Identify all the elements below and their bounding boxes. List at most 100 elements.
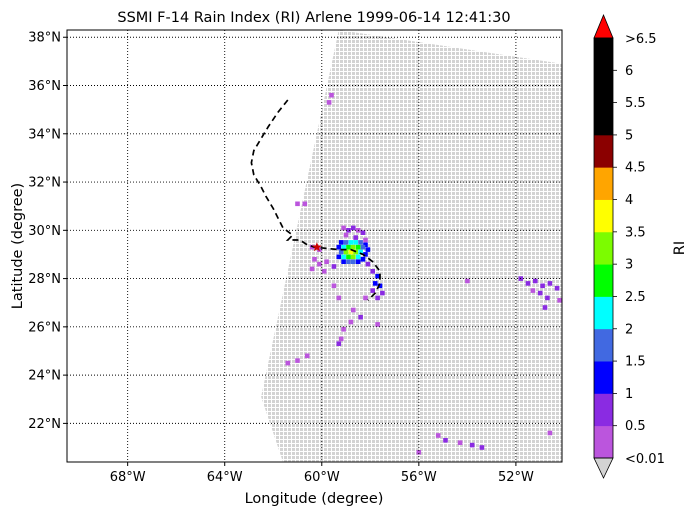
rain-pixel — [329, 92, 334, 98]
storm-center-marker — [312, 242, 322, 252]
colorbar-ticks: 0.5 1 1.5 2 2.5 3 3.5 4 4.5 5 5.5 6 — [613, 64, 646, 434]
rain-pixel — [341, 259, 346, 264]
rain-pixel — [326, 100, 332, 105]
rain-pixel — [336, 341, 342, 346]
rain-pixel — [557, 298, 562, 303]
colorbar-band — [594, 38, 613, 71]
colorbar-band — [594, 393, 613, 427]
rain-pixel — [358, 249, 363, 255]
longitude-ticks: 68°W 64°W 60°W 56°W 52°W — [110, 462, 534, 485]
map-frame — [66, 29, 563, 463]
rain-pixel — [312, 257, 317, 262]
plot-area: 68°W 64°W 60°W 56°W 52°W 22°N 24°N 26°N 28°N 30°… — [28, 29, 563, 485]
rain-pixel — [351, 259, 356, 264]
latitude-tick-label: 26°N — [28, 320, 61, 335]
rain-pixel — [360, 244, 366, 250]
y-axis-label: Latitude (degree) — [10, 183, 26, 309]
rain-pixel — [530, 288, 536, 293]
colorbar-over-arrow — [593, 13, 614, 39]
rain-pixel — [533, 278, 538, 284]
rain-pixel — [343, 240, 349, 245]
rain-pixel — [346, 254, 351, 260]
rain-pixel — [348, 319, 354, 325]
rain-pixel — [336, 295, 342, 301]
rain-pixel — [304, 353, 310, 359]
rain-pixel — [346, 244, 351, 250]
rain-pixel — [554, 285, 560, 291]
latitude-tick-label: 32°N — [28, 176, 61, 191]
latitude-ticks: 22°N 24°N 26°N 28°N 30°N 32°N 34°N 36°N 38°N — [28, 31, 67, 432]
rain-pixel — [537, 290, 543, 296]
rain-pixel — [469, 442, 475, 448]
rain-pixel — [479, 445, 485, 450]
latitude-tick-label: 36°N — [28, 79, 61, 94]
x-axis-label: Longitude (degree) — [245, 491, 384, 507]
rain-pixel — [465, 278, 470, 284]
rain-pixel — [343, 249, 349, 255]
colorbar-band — [594, 264, 613, 297]
satellite-swath — [261, 30, 562, 462]
rain-pixel — [457, 440, 463, 445]
rain-pixel — [365, 247, 371, 252]
latitude-tick-label: 28°N — [28, 272, 61, 287]
colorbar-tick-label: 1.5 — [625, 355, 646, 370]
colorbar-tick-label: 0.5 — [625, 419, 646, 434]
rain-pixel — [360, 257, 366, 262]
colorbar-band — [594, 361, 613, 394]
rain-pixel — [416, 450, 422, 455]
rain-pixel — [370, 269, 375, 274]
rain-pixel — [547, 281, 553, 286]
rain-pixel — [355, 244, 361, 250]
latitude-tick-label: 38°N — [28, 31, 61, 46]
rain-pixel — [321, 269, 327, 274]
longitude-tick-label: 60°W — [304, 470, 340, 485]
rain-pixel — [331, 264, 337, 269]
latitude-tick-label: 24°N — [28, 369, 61, 384]
rain-pixel — [365, 261, 371, 267]
latitude-tick-label: 34°N — [28, 127, 61, 142]
rain-pixel — [338, 240, 344, 245]
rain-pixel — [338, 336, 344, 342]
map-gridlines — [67, 30, 562, 462]
rain-pixel — [285, 360, 291, 366]
colorbar-band — [594, 328, 613, 362]
latitude-tick-label: 22°N — [28, 417, 61, 432]
rain-pixel — [324, 259, 329, 264]
rain-pixel — [375, 273, 380, 279]
colorbar-bands — [594, 38, 613, 459]
colorbar-tick-label: 5.5 — [625, 96, 646, 111]
rain-pixel — [363, 295, 368, 301]
rain-pixel — [343, 232, 349, 238]
rain-pixel — [348, 249, 354, 255]
colorbar-title: RI — [672, 241, 688, 255]
longitude-tick-label: 68°W — [110, 470, 146, 485]
rain-pixel — [336, 254, 342, 260]
rain-pixel — [336, 244, 342, 250]
rain-pixel — [353, 235, 358, 240]
colorbar-band — [594, 102, 613, 136]
rain-pixel — [295, 201, 300, 207]
rain-pixel — [341, 327, 346, 332]
colorbar-band — [594, 70, 613, 104]
rain-pixel — [351, 244, 356, 250]
colorbar-tick-label: 6 — [625, 64, 633, 79]
rain-pixel — [363, 242, 368, 248]
colorbar-band — [594, 231, 613, 265]
rain-pixel — [547, 430, 553, 436]
rain-pixel — [363, 252, 368, 257]
rain-pixel — [341, 244, 346, 250]
rain-pixel — [545, 295, 550, 301]
rain-pixel — [370, 288, 375, 293]
rain-pixel — [338, 249, 344, 255]
longitude-tick-label: 64°W — [207, 470, 243, 485]
map-title: SSMI F-14 Rain Index (RI) Arlene 1999-06… — [117, 10, 510, 26]
rain-pixel — [542, 305, 548, 310]
rain-pixel — [341, 254, 346, 260]
colorbar-tick-label: 4 — [625, 193, 633, 208]
colorbar-tick-label: 2.5 — [625, 290, 646, 305]
rain-pixel — [351, 307, 356, 313]
colorbar-over-label: >6.5 — [625, 32, 657, 47]
colorbar-tick-label: 1 — [625, 387, 633, 402]
rain-pixel — [443, 438, 448, 443]
